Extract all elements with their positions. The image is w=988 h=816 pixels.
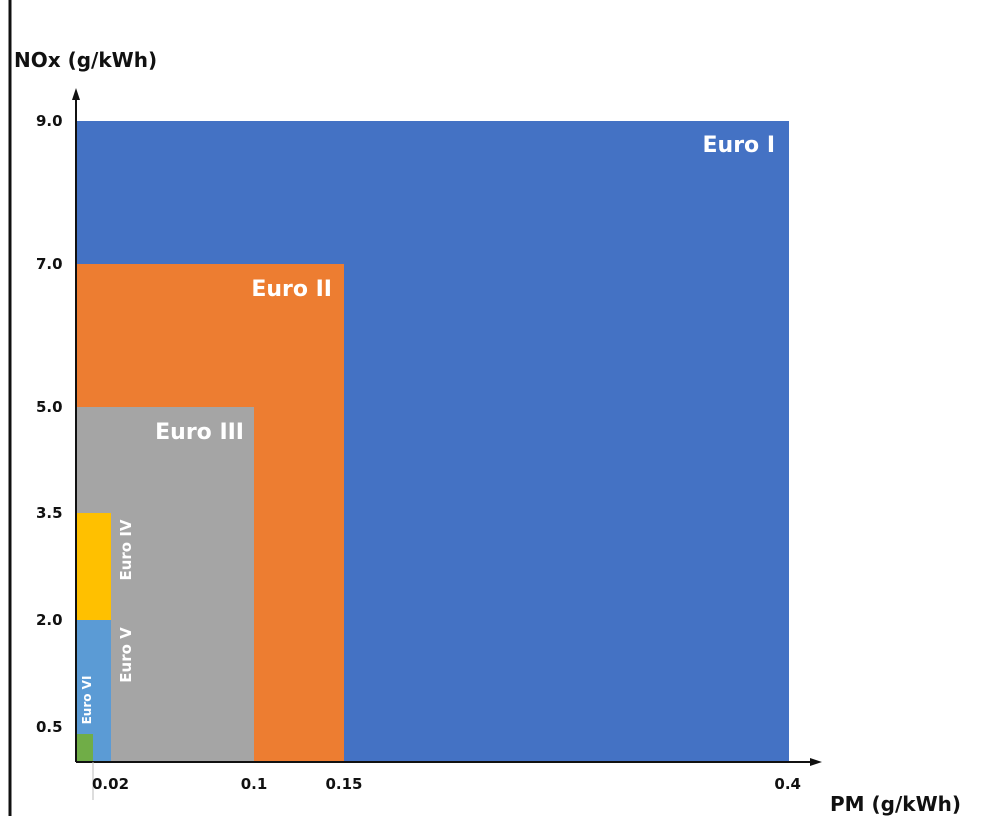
x-tick-label: 0.15	[325, 775, 362, 793]
x-tick-label: 0.02	[92, 775, 129, 793]
region-labels-layer: Euro I Euro II Euro III Euro IV Euro V Euro V…	[80, 133, 775, 724]
x-tick-label: 0.1	[241, 775, 268, 793]
region-euro-vi	[76, 734, 93, 762]
axes-layer	[8, 0, 822, 816]
y-axis-title: NOx (g/kWh)	[14, 48, 157, 72]
region-label-euro-iii: Euro III	[155, 420, 244, 445]
region-label-euro-i: Euro I	[703, 133, 776, 158]
ticks-layer: 0.5 2.0 3.5 5.0 7.0 9.0 0.02 0.1 0.15 0.4	[36, 112, 801, 793]
region-label-euro-v: Euro V	[117, 627, 135, 683]
y-tick-label: 0.5	[36, 718, 63, 736]
region-label-euro-ii: Euro II	[251, 277, 332, 302]
y-tick-label: 2.0	[36, 611, 63, 629]
y-tick-label: 9.0	[36, 112, 63, 130]
y-axis-arrow	[72, 88, 80, 100]
y-tick-label: 5.0	[36, 398, 63, 416]
x-axis-arrow	[810, 758, 822, 766]
x-axis-title: PM (g/kWh)	[830, 792, 961, 816]
region-label-euro-iv: Euro IV	[117, 519, 135, 580]
x-tick-label: 0.4	[774, 775, 801, 793]
y-tick-label: 3.5	[36, 504, 63, 522]
y-tick-label: 7.0	[36, 255, 63, 273]
region-label-euro-vi: Euro VI	[80, 676, 94, 725]
regions-layer	[76, 121, 789, 762]
